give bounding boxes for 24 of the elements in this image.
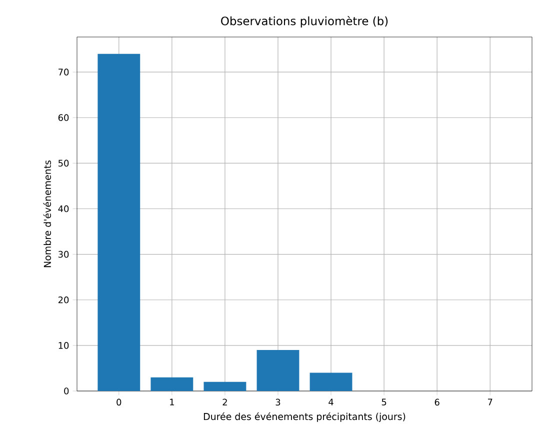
x-tick-label: 5	[382, 398, 386, 406]
x-tick-label: 2	[222, 398, 227, 406]
x-tick-label: 4	[328, 398, 334, 406]
chart-title: Observations pluviomètre (b)	[221, 16, 388, 28]
x-tick-label: 0	[116, 398, 122, 406]
y-axis-title: Nombre d'événements	[43, 160, 51, 268]
y-tick-label: 30	[58, 250, 69, 258]
x-tick-label: 3	[276, 398, 280, 406]
bar	[204, 382, 246, 391]
y-tick-label: 10	[58, 342, 69, 349]
y-tick-label: 60	[58, 114, 69, 122]
bar	[98, 54, 140, 391]
y-tick-label: 20	[58, 296, 69, 304]
y-tick-label: 40	[58, 205, 69, 212]
y-tick-label: 70	[58, 68, 69, 76]
bar	[310, 372, 352, 391]
x-tick-label: 6	[434, 398, 440, 406]
x-tick-label: 1	[170, 398, 174, 406]
x-axis-title: Durée des événements précipitants (jours)	[204, 412, 406, 422]
y-tick-label: 0	[64, 388, 69, 394]
x-tick-label: 7	[488, 398, 492, 406]
y-tick-label: 50	[58, 160, 69, 167]
bar	[150, 377, 194, 391]
bar	[256, 350, 300, 391]
